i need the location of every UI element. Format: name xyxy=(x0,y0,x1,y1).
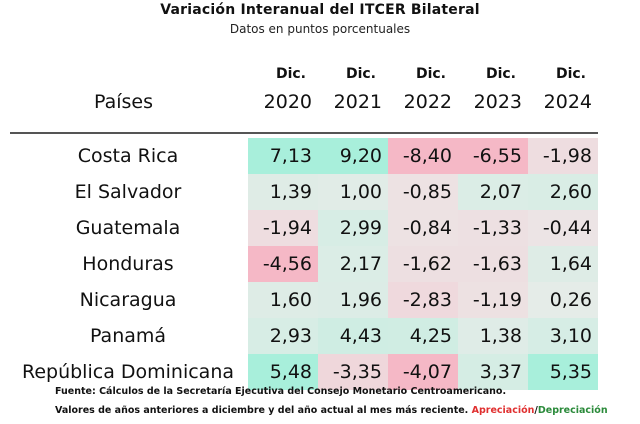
heatmap-cell: -6,55 xyxy=(458,138,528,174)
heatmap-cell: -0,85 xyxy=(388,174,458,210)
row-label-container: Panamá xyxy=(10,318,246,354)
heatmap-cell: 3,10 xyxy=(528,318,598,354)
heatmap-cell: -4,07 xyxy=(388,354,458,390)
row-label-container: El Salvador xyxy=(10,174,246,210)
row-label: Costa Rica xyxy=(77,145,179,167)
heatmap-cell: 2,99 xyxy=(318,210,388,246)
legend-appreciation: Apreciación xyxy=(471,405,535,416)
heatmap-cell: 5,35 xyxy=(528,354,598,390)
heatmap-cell: 2,93 xyxy=(248,318,318,354)
column-header-prefix: Dic. xyxy=(275,66,306,82)
column-header-prefix: Dic. xyxy=(555,66,586,82)
heatmap-cell: -0,84 xyxy=(388,210,458,246)
header-divider xyxy=(10,132,598,134)
heatmap-cell: 4,43 xyxy=(318,318,388,354)
column-header-year: 2022 xyxy=(403,91,452,113)
heatmap-cell: 1,39 xyxy=(248,174,318,210)
heatmap-cell: 1,64 xyxy=(528,246,598,282)
chart-subtitle: Datos en puntos porcentuales xyxy=(229,22,411,36)
row-label: El Salvador xyxy=(74,181,182,203)
footer-note: Valores de años anteriores a diciembre y… xyxy=(55,405,469,416)
heatmap-cell: -1,33 xyxy=(458,210,528,246)
legend-separator: / xyxy=(534,405,538,416)
heatmap-cell: 1,00 xyxy=(318,174,388,210)
heatmap-cell: -0,44 xyxy=(528,210,598,246)
heatmap-cell: 1,38 xyxy=(458,318,528,354)
column-header-prefix: Dic. xyxy=(415,66,446,82)
heatmap-cell: 4,25 xyxy=(388,318,458,354)
heatmap-cell: -1,98 xyxy=(528,138,598,174)
row-label-container: República Dominicana xyxy=(10,354,246,390)
heatmap-cell: 1,96 xyxy=(318,282,388,318)
row-label: República Dominicana xyxy=(21,361,235,383)
heatmap-cell: 3,37 xyxy=(458,354,528,390)
heatmap-cell: -1,63 xyxy=(458,246,528,282)
heatmap-cell: -2,83 xyxy=(388,282,458,318)
heatmap-cell: 1,60 xyxy=(248,282,318,318)
row-label: Honduras xyxy=(82,253,174,275)
heatmap-cell: 2,17 xyxy=(318,246,388,282)
header-row-label: Países xyxy=(94,91,154,113)
column-header-year: 2023 xyxy=(473,91,522,113)
heatmap-cell: 9,20 xyxy=(318,138,388,174)
heatmap-cell: 0,26 xyxy=(528,282,598,318)
heatmap-cell: 2,60 xyxy=(528,174,598,210)
row-label: Guatemala xyxy=(75,217,181,239)
column-header-year: 2024 xyxy=(543,91,592,113)
row-label: Nicaragua xyxy=(79,289,177,311)
column-header-year: 2021 xyxy=(333,91,382,113)
row-label-container: Costa Rica xyxy=(10,138,246,174)
heatmap-cell: -8,40 xyxy=(388,138,458,174)
heatmap-cell: -1,62 xyxy=(388,246,458,282)
footer-note-line: Valores de años anteriores a diciembre y… xyxy=(55,405,608,416)
row-label-container: Guatemala xyxy=(10,210,246,246)
column-header-year: 2020 xyxy=(263,91,312,113)
heatmap-cell: -1,19 xyxy=(458,282,528,318)
row-label-container: Nicaragua xyxy=(10,282,246,318)
heatmap-cell: -3,35 xyxy=(318,354,388,390)
column-header-prefix: Dic. xyxy=(345,66,376,82)
legend-depreciation: Depreciación xyxy=(537,405,608,416)
heatmap-cell: -1,94 xyxy=(248,210,318,246)
heatmap-cell: 2,07 xyxy=(458,174,528,210)
heatmap-cell: 5,48 xyxy=(248,354,318,390)
row-label: Panamá xyxy=(89,325,167,347)
heatmap-cell: -4,56 xyxy=(248,246,318,282)
column-header-prefix: Dic. xyxy=(485,66,516,82)
chart-title: Variación Interanual del ITCER Bilateral xyxy=(160,2,480,18)
row-label-container: Honduras xyxy=(10,246,246,282)
heatmap-cell: 7,13 xyxy=(248,138,318,174)
footer-source: Fuente: Cálculos de la Secretaría Ejecut… xyxy=(55,386,507,397)
